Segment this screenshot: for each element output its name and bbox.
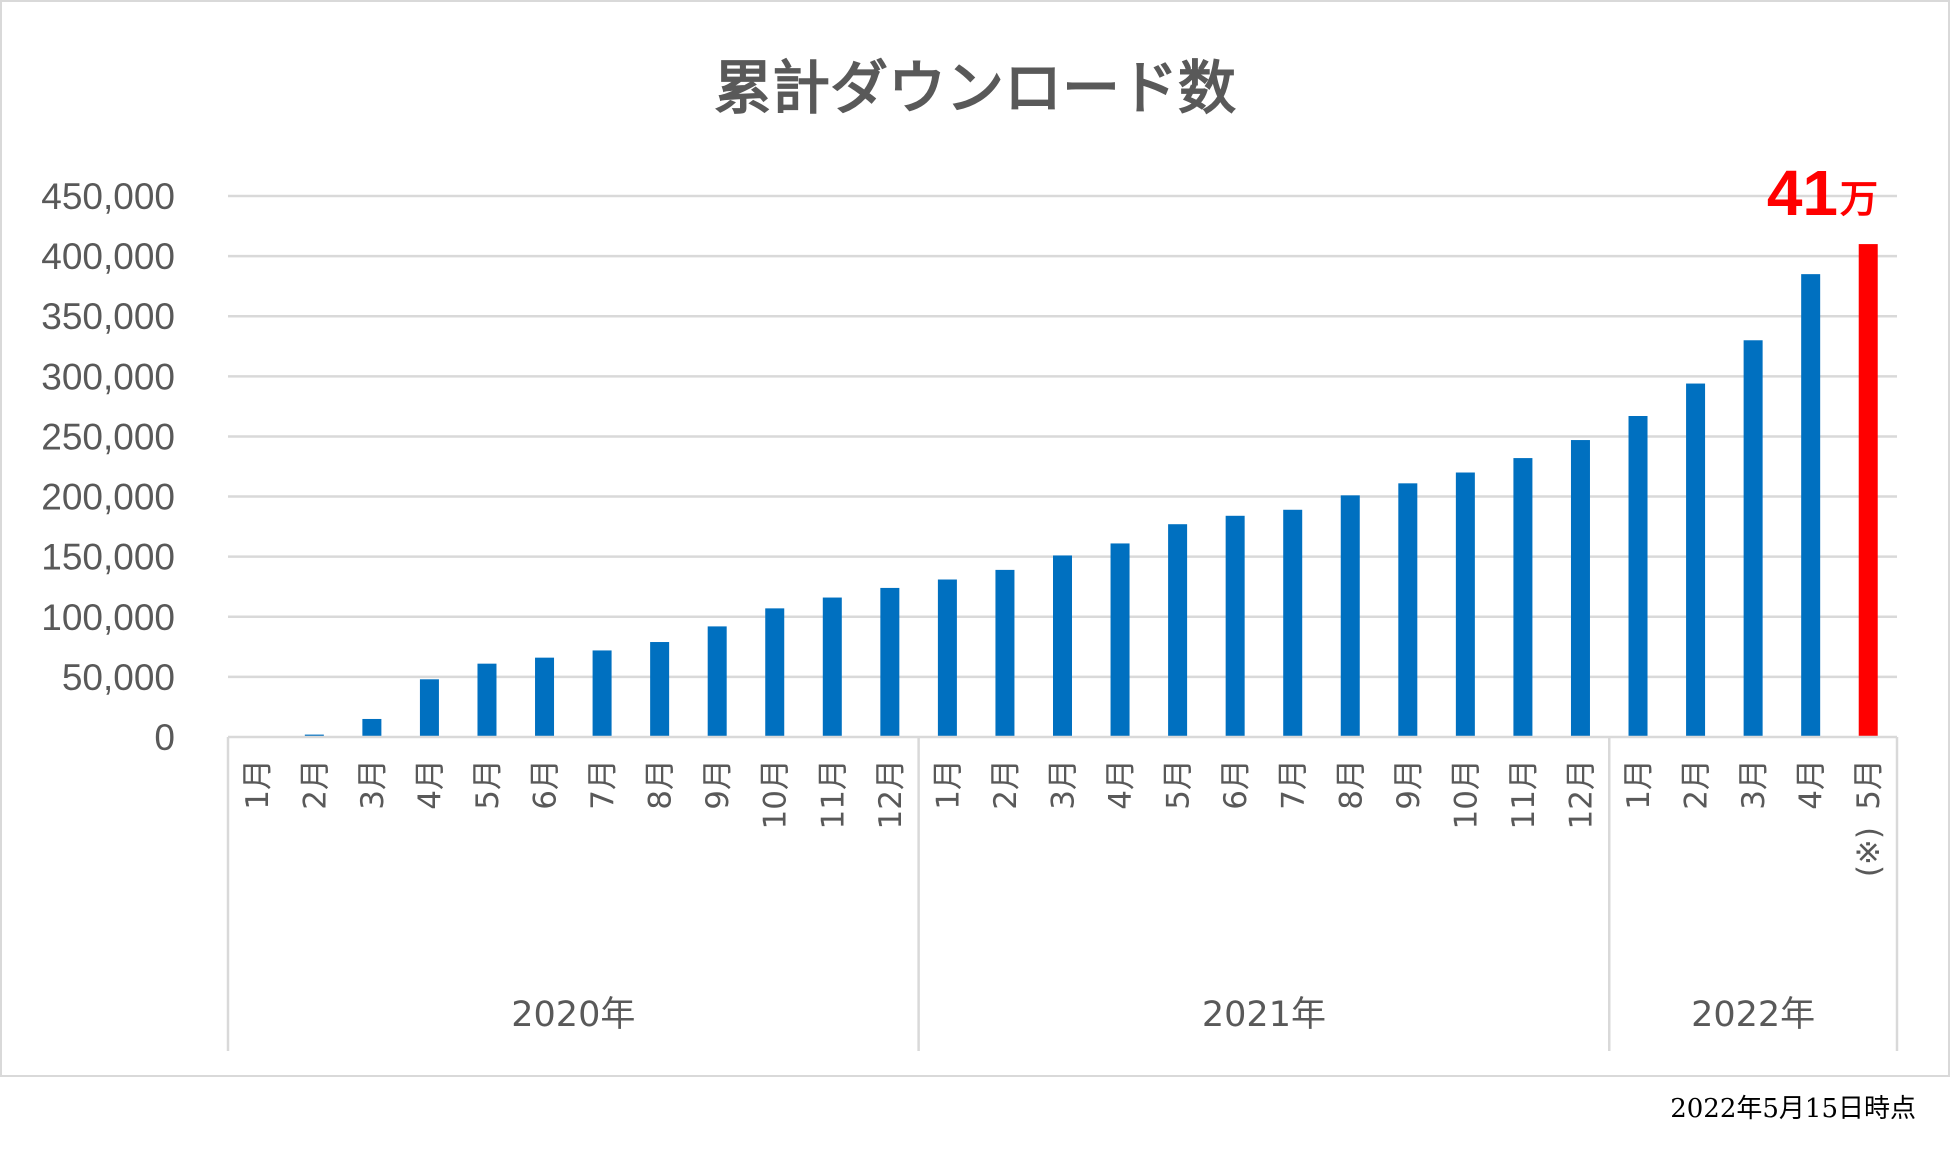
x-tick-label: 2月 <box>297 759 333 810</box>
x-tick-label: 6月 <box>1218 759 1254 810</box>
x-tick-label: 7月 <box>585 759 621 810</box>
bar <box>1570 440 1590 737</box>
x-tick-note: (※) <box>1851 827 1887 877</box>
chart-frame <box>0 0 1950 1077</box>
x-tick-label: 8月 <box>643 759 679 810</box>
x-tick-label: 11月 <box>815 759 851 829</box>
x-tick-label: 5月 <box>470 759 506 810</box>
x-tick-label: 12月 <box>873 759 909 829</box>
x-tick-label: 5月 <box>1161 759 1197 810</box>
bar <box>1513 458 1533 737</box>
callout-unit: 万 <box>1840 177 1878 221</box>
bar <box>1398 483 1418 737</box>
y-tick-label: 150,000 <box>41 537 175 578</box>
as-of-date-note: 2022年5月15日時点 <box>1670 1094 1916 1124</box>
chart-title: 累計ダウンロード数 <box>714 54 1236 122</box>
gridlines <box>228 194 1897 679</box>
x-tick-label: 2月 <box>988 759 1024 810</box>
bar <box>765 608 785 737</box>
bar <box>419 679 439 737</box>
bar <box>1686 383 1706 737</box>
bar <box>1053 555 1072 737</box>
x-tick-label: 5月 <box>1851 759 1887 810</box>
x-tick-label: 3月 <box>355 759 391 810</box>
x-tick-label: 11月 <box>1506 759 1542 829</box>
bar <box>1801 274 1821 737</box>
x-tick-label: 1月 <box>240 759 276 810</box>
bar <box>707 626 727 737</box>
bar <box>995 569 1015 737</box>
bar-chart: 累計ダウンロード数 0 50,000 100,000 150,000 200,000 25… <box>41 54 1899 1051</box>
y-tick-label: 200,000 <box>41 477 175 518</box>
x-tick-label: 3月 <box>1736 759 1772 810</box>
x-tick-label: 6月 <box>528 759 564 810</box>
year-group-label: 2022年 <box>1691 995 1815 1035</box>
bar <box>1283 509 1303 737</box>
x-tick-label: 3月 <box>1046 759 1082 810</box>
x-tick-label: 9月 <box>700 759 736 810</box>
y-tick-label: 0 <box>154 717 175 758</box>
x-tick-label: 4月 <box>1103 759 1139 810</box>
x-tick-label: 7月 <box>1276 759 1312 810</box>
x-tick-label: 1月 <box>930 759 966 810</box>
bar <box>1168 524 1188 737</box>
bar <box>1225 515 1245 737</box>
highlight-callout: 41 万 <box>1767 157 1878 229</box>
bar <box>1110 543 1130 737</box>
x-tick-label: 10月 <box>758 759 794 829</box>
bar <box>535 657 555 737</box>
bars <box>304 244 1878 738</box>
y-tick-label: 50,000 <box>62 657 175 698</box>
bar <box>822 597 842 737</box>
bar <box>937 579 957 737</box>
callout-number: 41 <box>1767 157 1838 229</box>
x-tick-label: 12月 <box>1563 759 1599 829</box>
year-group-label: 2021年 <box>1202 995 1326 1035</box>
x-tick-label: 1月 <box>1621 759 1657 810</box>
bar <box>1628 416 1648 737</box>
bar <box>477 663 497 737</box>
x-tick-label: 10月 <box>1448 759 1484 829</box>
y-tick-label: 300,000 <box>41 356 175 397</box>
x-tick-label: 4月 <box>412 759 448 810</box>
y-tick-label: 250,000 <box>41 416 175 457</box>
bar <box>1858 244 1878 738</box>
y-tick-label: 450,000 <box>41 176 175 217</box>
y-tick-label: 350,000 <box>41 296 175 337</box>
y-axis-ticks: 0 50,000 100,000 150,000 200,000 250,000 300,0… <box>41 176 175 758</box>
bar <box>1455 472 1475 737</box>
bar <box>1340 495 1360 737</box>
x-axis: 1月 2月 3月 4月 5月 6月 7月 8月 9月 10月 11月 12月 1月 2月 3月 4月 5月 6月 7… <box>226 735 1899 1051</box>
x-tick-label: 2月 <box>1679 759 1715 810</box>
bar <box>650 642 670 737</box>
y-tick-label: 100,000 <box>41 597 175 638</box>
year-group-label: 2020年 <box>511 995 635 1035</box>
bar <box>1743 340 1763 737</box>
y-tick-label: 400,000 <box>41 236 175 277</box>
x-tick-label: 9月 <box>1391 759 1427 810</box>
x-tick-label: 4月 <box>1794 759 1830 810</box>
bar <box>880 587 900 737</box>
bar <box>362 718 382 737</box>
bar <box>592 650 612 737</box>
x-tick-label: 8月 <box>1333 759 1369 810</box>
